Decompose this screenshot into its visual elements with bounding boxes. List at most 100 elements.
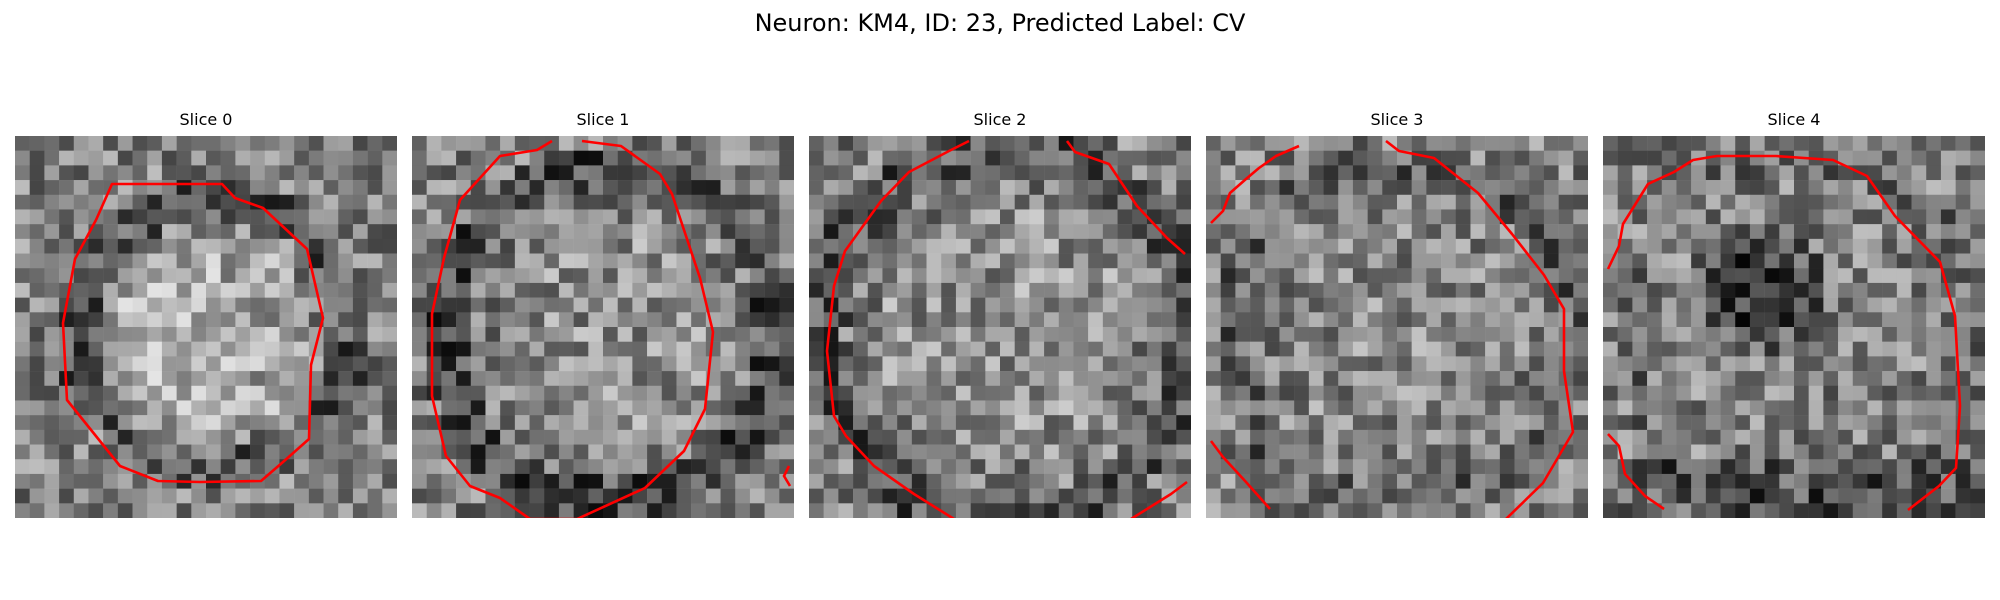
- image-pixel: [1705, 150, 1721, 166]
- image-pixel: [1176, 312, 1191, 328]
- image-pixel: [1749, 209, 1765, 225]
- image-pixel: [1940, 488, 1956, 504]
- image-pixel: [897, 268, 913, 284]
- image-pixel: [1088, 312, 1104, 328]
- image-pixel: [1073, 224, 1089, 240]
- image-pixel: [1838, 327, 1854, 342]
- image-pixel: [1720, 165, 1736, 181]
- image-pixel: [1647, 444, 1663, 460]
- image-pixel: [235, 253, 251, 269]
- image-pixel: [1543, 253, 1559, 269]
- image-pixel: [1058, 385, 1074, 401]
- image-pixel: [838, 268, 854, 284]
- image-pixel: [1940, 150, 1956, 166]
- image-pixel: [809, 224, 824, 240]
- image-pixel: [1911, 136, 1927, 151]
- image-pixel: [1691, 459, 1707, 475]
- image-pixel: [823, 165, 839, 181]
- image-pixel: [441, 327, 457, 342]
- image-pixel: [1749, 371, 1765, 387]
- image-pixel: [1676, 459, 1692, 475]
- image-pixel: [1367, 371, 1383, 387]
- image-pixel: [1617, 488, 1633, 504]
- image-pixel: [220, 503, 236, 518]
- image-pixel: [882, 473, 898, 489]
- image-pixel: [441, 136, 457, 151]
- image-pixel: [1161, 268, 1177, 284]
- image-pixel: [412, 136, 427, 151]
- image-pixel: [308, 224, 324, 240]
- image-pixel: [1382, 327, 1398, 342]
- image-pixel: [1470, 327, 1486, 342]
- image-pixel: [426, 194, 442, 210]
- image-pixel: [279, 400, 295, 416]
- image-pixel: [941, 459, 957, 475]
- image-pixel: [911, 400, 927, 416]
- image-pixel: [1044, 473, 1060, 489]
- image-pixel: [1029, 165, 1045, 181]
- image-pixel: [1235, 297, 1251, 313]
- image-pixel: [250, 503, 266, 518]
- image-pixel: [1926, 297, 1942, 313]
- image-pixel: [1808, 400, 1824, 416]
- image-pixel: [352, 253, 368, 269]
- image-pixel: [1499, 312, 1515, 328]
- image-pixel: [1235, 488, 1251, 504]
- image-pixel: [985, 268, 1001, 284]
- image-pixel: [1338, 209, 1354, 225]
- image-pixel: [1235, 503, 1251, 518]
- image-pixel: [544, 444, 560, 460]
- image-pixel: [1970, 459, 1985, 475]
- image-pixel: [1794, 327, 1809, 342]
- image-pixel: [220, 297, 236, 313]
- image-pixel: [412, 385, 427, 401]
- image-pixel: [1882, 429, 1898, 445]
- image-pixel: [970, 385, 986, 401]
- image-pixel: [1279, 429, 1295, 445]
- image-pixel: [1705, 327, 1721, 342]
- image-pixel: [1896, 194, 1912, 210]
- image-pixel: [1764, 356, 1780, 372]
- image-pixel: [485, 459, 501, 475]
- image-pixel: [44, 371, 60, 387]
- image-pixel: [514, 165, 530, 181]
- image-pixel: [1823, 194, 1839, 210]
- image-pixel: [1338, 341, 1354, 357]
- image-pixel: [749, 503, 765, 518]
- image-pixel: [1014, 224, 1030, 240]
- image-pixel: [132, 297, 148, 313]
- image-pixel: [338, 180, 354, 196]
- image-pixel: [1161, 400, 1177, 416]
- image-pixel: [161, 150, 177, 166]
- image-pixel: [1014, 400, 1030, 416]
- image-pixel: [1102, 297, 1118, 313]
- image-pixel: [1647, 282, 1663, 298]
- image-pixel: [1603, 194, 1618, 210]
- image-pixel: [1603, 224, 1618, 240]
- image-pixel: [1852, 444, 1868, 460]
- image-pixel: [456, 371, 472, 387]
- image-pixel: [809, 356, 824, 372]
- image-pixel: [59, 165, 75, 181]
- image-pixel: [603, 224, 618, 240]
- image-pixel: [250, 209, 266, 225]
- image-pixel: [1411, 400, 1427, 416]
- image-pixel: [735, 371, 751, 387]
- image-pixel: [352, 150, 368, 166]
- image-pixel: [1014, 209, 1030, 225]
- image-pixel: [1808, 253, 1824, 269]
- image-pixel: [544, 312, 560, 328]
- image-pixel: [191, 224, 207, 240]
- image-pixel: [617, 459, 633, 475]
- image-pixel: [1558, 473, 1574, 489]
- image-pixel: [588, 341, 604, 357]
- image-pixel: [308, 165, 324, 181]
- image-pixel: [1044, 415, 1060, 431]
- image-pixel: [1294, 371, 1310, 387]
- image-pixel: [603, 268, 618, 284]
- image-pixel: [1044, 136, 1060, 151]
- image-pixel: [206, 238, 221, 254]
- image-pixel: [1220, 253, 1236, 269]
- image-pixel: [485, 327, 501, 342]
- image-pixel: [970, 312, 986, 328]
